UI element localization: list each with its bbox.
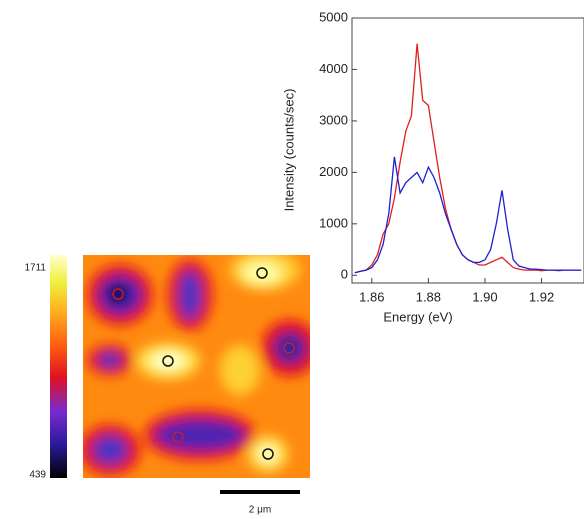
y-tick-label: 0	[341, 267, 348, 282]
y-axis-label: Intensity (counts/sec)	[281, 89, 296, 212]
y-tick-label: 1000	[319, 215, 348, 230]
y-tick-label: 3000	[319, 112, 348, 127]
x-tick-label: 1.92	[529, 289, 554, 304]
colorbar	[50, 255, 67, 478]
spectrum-line	[354, 156, 582, 274]
x-tick-label: 1.86	[359, 289, 384, 304]
y-tick-label: 4000	[319, 61, 348, 76]
y-tick-label: 5000	[319, 9, 348, 24]
x-tick-label: 1.90	[472, 289, 497, 304]
colorbar-label: 439	[29, 470, 46, 481]
x-tick-label: 1.88	[416, 289, 441, 304]
heatmap-image	[83, 255, 310, 478]
x-axis-label: Energy (eV)	[383, 309, 452, 324]
y-tick-label: 2000	[319, 164, 348, 179]
spectrum-line	[354, 43, 582, 274]
scale-bar-label: 2 μm	[249, 505, 271, 516]
colorbar-label: 1711	[24, 263, 46, 274]
plot-frame	[351, 17, 584, 284]
